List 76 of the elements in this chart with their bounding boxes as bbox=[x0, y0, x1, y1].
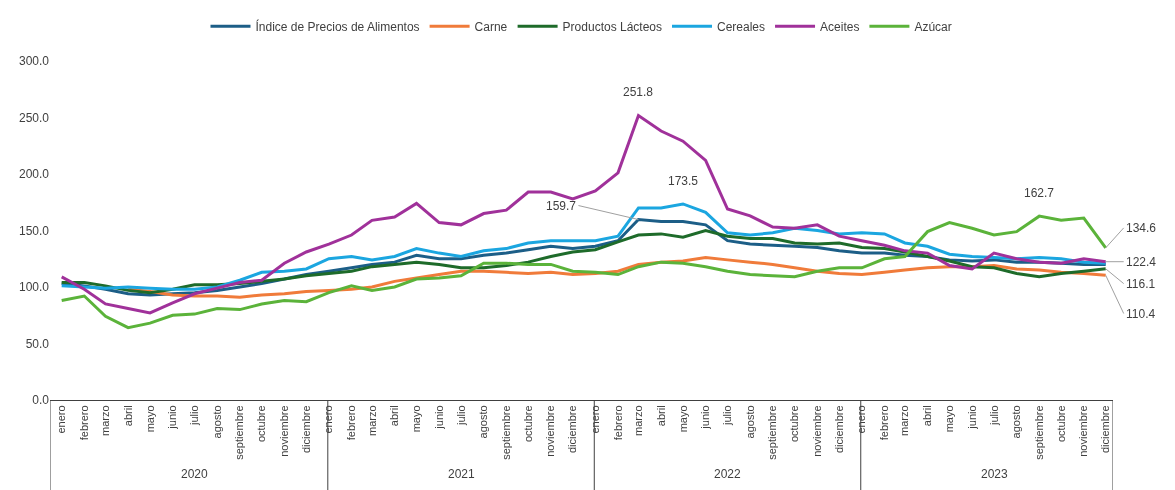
x-tick-label: octubre bbox=[1054, 405, 1067, 443]
annotation: 162.7 bbox=[1024, 186, 1055, 200]
x-tick-label: junio bbox=[432, 405, 445, 430]
legend-label: Carne bbox=[474, 19, 508, 34]
x-tick-label: abril bbox=[121, 405, 134, 427]
x-tick-label: agosto bbox=[1010, 405, 1023, 439]
x-tick-label: octubre bbox=[521, 405, 534, 443]
y-tick-label: 0.0 bbox=[32, 393, 50, 408]
annotation: 122.4 bbox=[1126, 255, 1157, 269]
x-tick-label: enero bbox=[855, 405, 868, 434]
legend-label: Índice de Precios de Alimentos bbox=[255, 18, 420, 34]
x-tick-label: mayo bbox=[143, 405, 156, 433]
x-tick-label: diciembre bbox=[832, 405, 845, 454]
legend-label: Azúcar bbox=[914, 19, 952, 34]
x2-tick-label: 2020 bbox=[181, 467, 209, 481]
x-tick-label: diciembre bbox=[1099, 405, 1112, 454]
y-tick-label: 250.0 bbox=[18, 110, 50, 125]
x2-tick-label: 2022 bbox=[714, 467, 742, 481]
y-tick-label: 200.0 bbox=[18, 167, 50, 182]
x-tick-label: junio bbox=[166, 405, 179, 430]
x-tick-label: agosto bbox=[477, 405, 490, 439]
annotation: 134.6 bbox=[1126, 221, 1157, 235]
x-tick-label: febrero bbox=[345, 405, 358, 441]
x-tick-label: marzo bbox=[632, 405, 645, 436]
x-tick-label: agosto bbox=[210, 405, 223, 439]
x-tick-label: febrero bbox=[878, 405, 891, 441]
x-tick-label: diciembre bbox=[566, 405, 579, 454]
y-tick-label: 50.0 bbox=[25, 336, 50, 351]
x-tick-label: abril bbox=[388, 405, 401, 427]
y-tick-label: 100.0 bbox=[18, 280, 50, 295]
line-series bbox=[60, 113, 1108, 315]
x-tick-label: septiembre bbox=[233, 405, 246, 460]
line-series bbox=[60, 214, 1108, 330]
x-tick-label: abril bbox=[921, 405, 934, 427]
x-tick-label: septiembre bbox=[766, 405, 779, 460]
x-tick-label: agosto bbox=[743, 405, 756, 439]
x-tick-label: mayo bbox=[410, 405, 423, 433]
x-tick-label: noviembre bbox=[544, 405, 557, 457]
x-tick-label: junio bbox=[965, 405, 978, 430]
annotation: 116.1 bbox=[1126, 277, 1156, 291]
x-tick-label: julio bbox=[987, 405, 1000, 426]
x-tick-label: abril bbox=[654, 405, 667, 427]
annotation: 159.7 bbox=[546, 199, 577, 213]
x2-tick-label: 2023 bbox=[981, 467, 1009, 481]
x-tick-label: febrero bbox=[77, 405, 90, 441]
x-tick-label: marzo bbox=[365, 405, 378, 436]
x-tick-label: noviembre bbox=[810, 405, 823, 457]
x-tick-label: septiembre bbox=[499, 405, 512, 460]
x-tick-label: mayo bbox=[676, 405, 689, 433]
x-tick-label: diciembre bbox=[299, 405, 312, 454]
x-tick-label: enero bbox=[55, 405, 68, 434]
x-tick-label: septiembre bbox=[1032, 405, 1045, 460]
annotation: 173.5 bbox=[668, 174, 699, 188]
x-tick-label: febrero bbox=[611, 405, 624, 441]
x-tick-label: julio bbox=[188, 405, 201, 426]
x-tick-label: enero bbox=[588, 405, 601, 434]
annotation: 251.8 bbox=[623, 85, 654, 99]
legend-label: Cereales bbox=[717, 19, 766, 34]
x-tick-label: mayo bbox=[943, 405, 956, 433]
x-tick-label: octubre bbox=[788, 405, 801, 443]
annotation: 110.4 bbox=[1126, 307, 1156, 321]
x-tick-label: julio bbox=[721, 405, 734, 426]
legend-label: Productos Lácteos bbox=[562, 19, 663, 34]
line-series bbox=[60, 202, 1108, 291]
x-tick-label: junio bbox=[699, 405, 712, 430]
x-tick-label: enero bbox=[322, 405, 335, 434]
x-tick-label: noviembre bbox=[1077, 405, 1090, 457]
x-tick-label: noviembre bbox=[277, 405, 290, 457]
x-tick-label: octubre bbox=[255, 405, 268, 443]
x-tick-label: marzo bbox=[99, 405, 112, 436]
y-tick-label: 150.0 bbox=[18, 223, 50, 238]
x-tick-label: marzo bbox=[898, 405, 911, 436]
x2-tick-label: 2021 bbox=[448, 467, 476, 481]
legend-label: Aceites bbox=[820, 19, 860, 34]
y-tick-label: 300.0 bbox=[18, 54, 50, 69]
x-tick-label: julio bbox=[454, 405, 467, 426]
